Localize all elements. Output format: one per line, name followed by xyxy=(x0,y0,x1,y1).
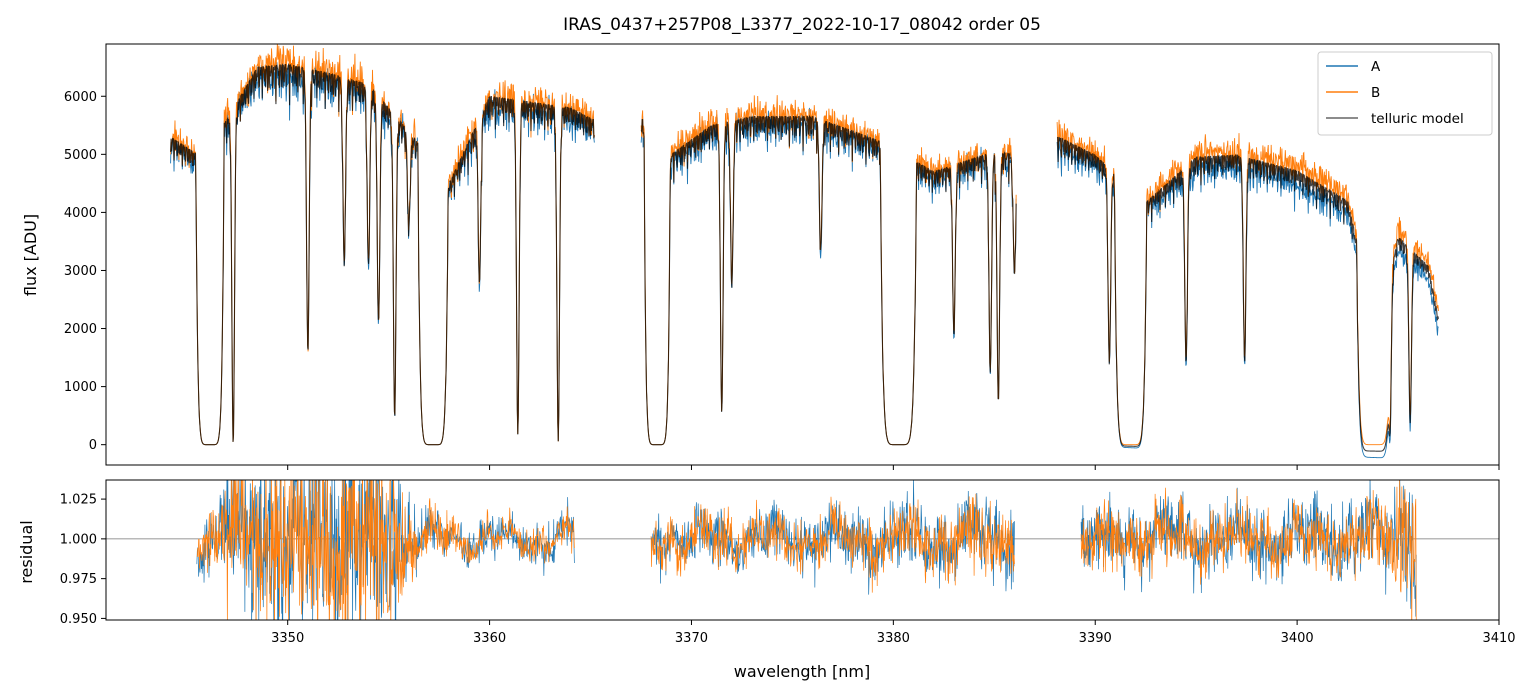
chart-title: IRAS_0437+257P08_L3377_2022-10-17_08042 … xyxy=(563,15,1041,35)
residual-b-line xyxy=(196,480,575,620)
x-tick-label: 3410 xyxy=(1482,631,1515,646)
top-x-ticks xyxy=(287,465,1500,470)
top-y-tick-label: 2000 xyxy=(64,322,97,337)
bottom-x-ticks: 3350 3360 3370 3380 3390 3400 3410 xyxy=(271,620,1516,646)
top-panel: 0 1000 2000 3000 4000 5000 6000 flux [ADU] A B… xyxy=(21,43,1500,470)
x-axis-label: wavelength [nm] xyxy=(734,662,871,681)
bottom-y-tick-label: 1.000 xyxy=(60,532,97,547)
legend-label-telluric: telluric model xyxy=(1371,111,1464,127)
top-y-tick-label: 4000 xyxy=(64,206,97,221)
bottom-y-tick-label: 0.975 xyxy=(60,572,97,587)
bottom-plot-area xyxy=(106,480,1499,620)
bottom-y-ticks: 0.950 0.975 1.000 1.025 xyxy=(60,493,106,627)
bottom-y-axis-label: residual xyxy=(17,520,36,583)
bottom-y-tick-label: 1.025 xyxy=(60,493,97,508)
legend: A B telluric model xyxy=(1317,51,1493,136)
bottom-y-tick-label: 0.950 xyxy=(60,612,97,627)
x-tick-label: 3380 xyxy=(877,631,910,646)
legend-label-a: A xyxy=(1371,59,1381,75)
x-tick-label: 3400 xyxy=(1281,631,1314,646)
legend-box xyxy=(1317,51,1493,136)
residual-b-line xyxy=(1080,480,1417,620)
top-axes-frame xyxy=(105,43,1500,466)
top-y-tick-label: 1000 xyxy=(64,380,97,395)
legend-label-b: B xyxy=(1371,85,1380,101)
top-plot-area xyxy=(170,44,1439,459)
x-tick-label: 3350 xyxy=(271,631,304,646)
top-y-tick-label: 0 xyxy=(89,438,97,453)
top-y-tick-label: 3000 xyxy=(64,264,97,279)
x-tick-label: 3370 xyxy=(675,631,708,646)
top-y-tick-label: 6000 xyxy=(64,90,97,105)
residual-b-line xyxy=(650,493,1015,593)
x-tick-label: 3390 xyxy=(1079,631,1112,646)
telluric-model-line xyxy=(170,62,1439,452)
bottom-panel: 0.950 0.975 1.000 1.025 3350 3360 3370 3380 339… xyxy=(17,479,1516,681)
x-tick-label: 3360 xyxy=(473,631,506,646)
top-y-ticks: 0 1000 2000 3000 4000 5000 6000 xyxy=(64,90,106,453)
top-y-tick-label: 5000 xyxy=(64,148,97,163)
bottom-axes-frame xyxy=(105,479,1500,621)
top-y-axis-label: flux [ADU] xyxy=(21,214,40,296)
